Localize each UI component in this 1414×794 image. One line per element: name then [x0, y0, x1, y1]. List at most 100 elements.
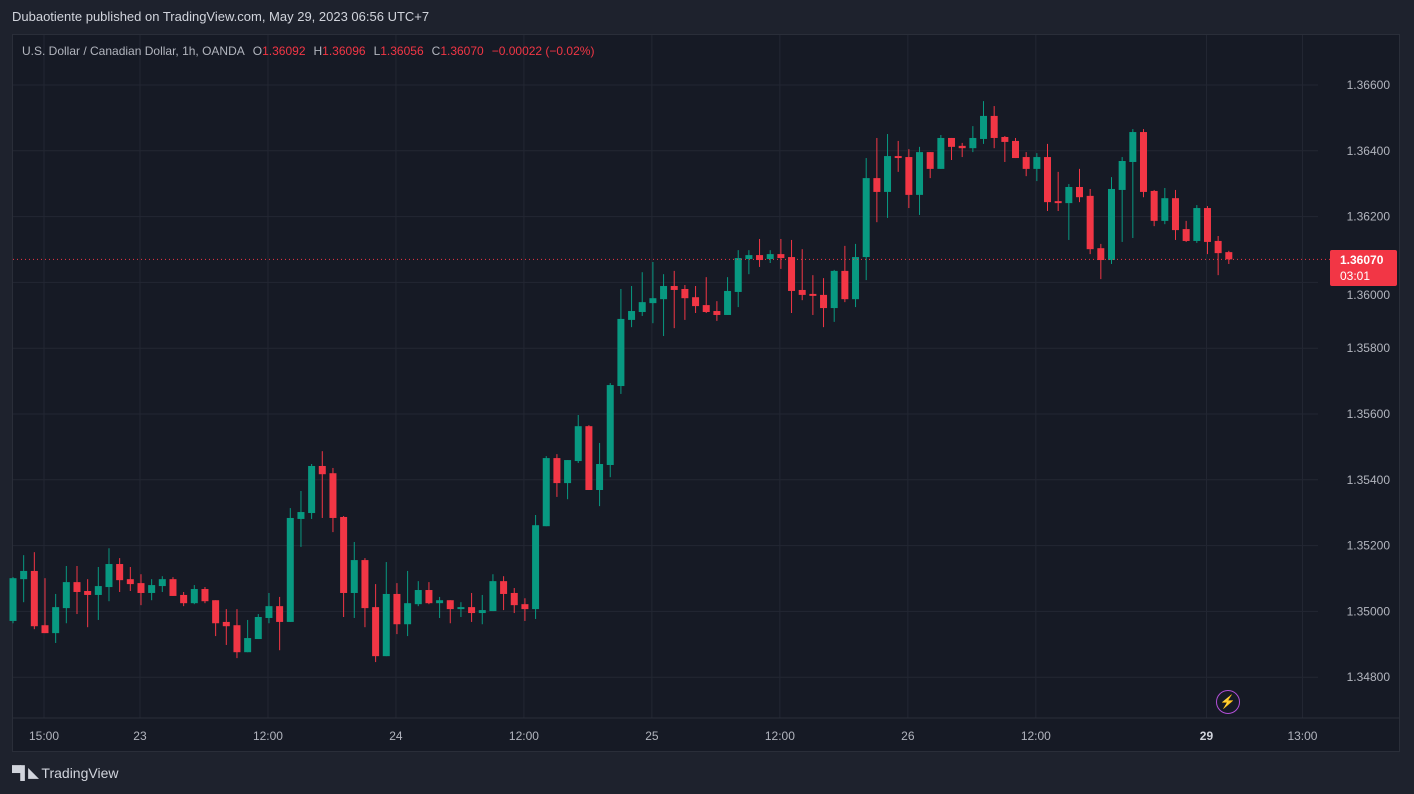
candle-bullish — [542, 456, 550, 527]
candle-bearish — [30, 552, 38, 630]
candle-bullish — [254, 614, 262, 640]
candle-body — [1086, 195, 1094, 250]
candle-bearish — [1150, 189, 1158, 227]
candle-body — [180, 594, 188, 604]
candle-bearish — [329, 467, 337, 533]
tradingview-logo[interactable]: ▀▌◣ TradingView — [12, 765, 118, 781]
price-tick-label: 1.36200 — [1347, 210, 1391, 224]
time-tick-label: 12:00 — [509, 729, 539, 743]
candle-bearish — [372, 584, 380, 663]
candle-body — [638, 302, 646, 313]
candle-body — [1107, 188, 1115, 261]
candle-body — [233, 625, 241, 653]
candle-bullish — [649, 262, 657, 324]
change-value: −0.00022 (−0.02%) — [491, 44, 595, 58]
candle-bearish — [468, 592, 476, 622]
candle-body — [798, 289, 806, 295]
candle-bearish — [905, 149, 913, 209]
time-axis[interactable] — [13, 719, 1399, 751]
candle-bullish — [457, 602, 465, 617]
candle-bullish — [980, 101, 988, 144]
candle-body — [1171, 198, 1179, 231]
candle-bullish — [1118, 157, 1126, 242]
candle-body — [318, 465, 326, 475]
time-tick-label: 15:00 — [29, 729, 59, 743]
high-value: 1.36096 — [322, 44, 366, 58]
candle-bearish — [446, 600, 454, 624]
price-axis[interactable] — [1318, 35, 1399, 718]
candle-body — [382, 593, 390, 657]
candle-bearish — [425, 582, 433, 605]
candle-bearish — [393, 583, 401, 635]
candle-bullish — [574, 414, 582, 464]
candle-bearish — [1139, 129, 1147, 198]
price-tick-label: 1.35200 — [1347, 539, 1391, 553]
candle-body — [734, 258, 742, 292]
candle-body — [254, 616, 262, 640]
candle-bearish — [681, 285, 689, 320]
time-tick-label: 26 — [901, 729, 915, 743]
candle-bullish — [1129, 129, 1137, 238]
candle-bearish — [340, 515, 348, 617]
candle-bearish — [553, 454, 561, 497]
symbol-name[interactable]: U.S. Dollar / Canadian Dollar, 1h, OANDA — [22, 44, 245, 58]
candle-bearish — [1076, 168, 1083, 203]
candle-body — [1182, 229, 1190, 241]
candle-bullish — [916, 146, 924, 215]
lightning-icon[interactable]: ⚡ — [1216, 690, 1240, 714]
candle-bullish — [190, 585, 198, 605]
candle-bearish — [948, 137, 956, 161]
candle-bearish — [137, 574, 145, 606]
open-label: O — [252, 44, 263, 58]
candle-bearish — [318, 451, 326, 518]
candle-body — [521, 604, 529, 610]
candle-body — [329, 473, 337, 518]
candle-bearish — [990, 106, 998, 149]
candle-body — [1033, 157, 1041, 169]
candle-body — [1001, 136, 1009, 142]
candle-bullish — [937, 135, 945, 169]
candle-body — [1044, 157, 1052, 203]
candle-body — [926, 152, 934, 169]
candle-bullish — [628, 286, 636, 328]
candle-bullish — [489, 574, 497, 612]
candle-body — [1076, 186, 1083, 198]
candle-body — [692, 297, 700, 307]
candle-body — [574, 426, 582, 462]
time-tick-label: 29 — [1200, 729, 1214, 743]
candle-bearish — [926, 152, 934, 179]
candle-body — [1203, 208, 1211, 242]
candle-bearish — [1001, 135, 1009, 162]
candle-bullish — [1107, 177, 1115, 264]
candle-body — [745, 255, 753, 260]
candle-bearish — [1097, 243, 1105, 280]
candle-bullish — [862, 158, 870, 281]
candle-bullish — [1193, 205, 1201, 243]
candle-bearish — [116, 558, 124, 592]
price-tick-label: 1.36600 — [1347, 78, 1391, 92]
candle-body — [478, 610, 486, 614]
price-tick-label: 1.35400 — [1347, 473, 1391, 487]
candle-bearish — [798, 249, 806, 301]
candle-body — [510, 592, 518, 606]
candle-bearish — [1203, 206, 1211, 255]
candle-body — [553, 458, 561, 484]
candle-bearish — [788, 239, 796, 313]
candle-body — [308, 465, 316, 514]
candle-bearish — [820, 278, 828, 328]
candle-body — [361, 560, 369, 609]
candle-bearish — [894, 140, 902, 172]
candle-body — [1193, 208, 1201, 241]
candle-bullish — [158, 576, 166, 592]
candle-bullish — [105, 548, 113, 602]
candle-bullish — [1065, 184, 1073, 240]
candle-body — [116, 564, 124, 581]
candle-body — [628, 311, 636, 320]
candle-body — [670, 286, 678, 290]
chart-pane[interactable] — [12, 34, 1400, 752]
candle-bullish — [1033, 153, 1041, 182]
axes: 1.36600 1.36400 1.36200 1.36000 1.35800 1.356… — [13, 35, 1399, 751]
candle-bullish — [382, 562, 390, 657]
candle-bullish — [436, 596, 444, 618]
